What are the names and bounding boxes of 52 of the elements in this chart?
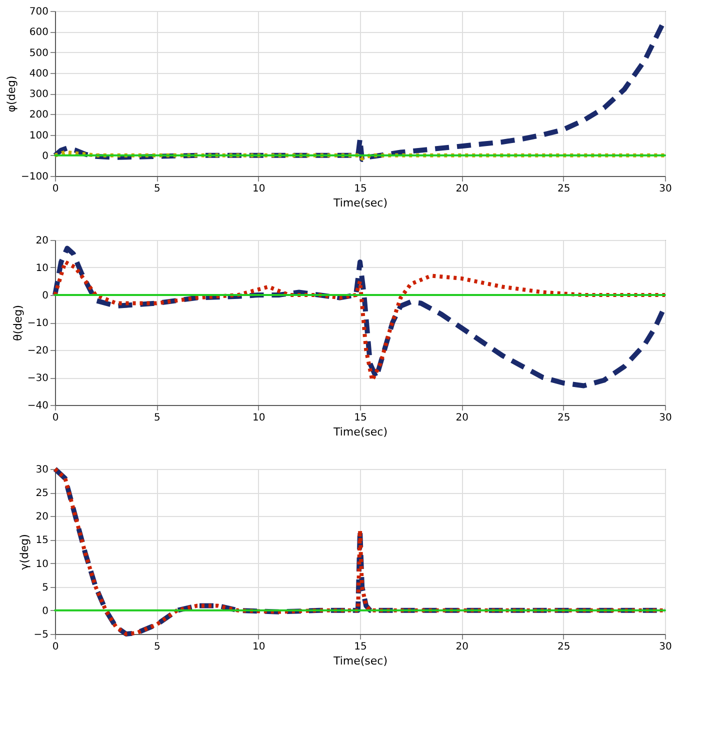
x-axis-title: Time(sec)	[332, 654, 388, 668]
line-series	[53, 150, 667, 160]
y-tick-label: 25	[36, 488, 48, 500]
x-tick-label: 5	[154, 642, 160, 652]
y-tick-label: −30	[27, 373, 48, 384]
x-tick-label: 15	[354, 184, 367, 194]
y-tick-label: −5	[34, 630, 48, 640]
y-tick-label: −100	[21, 172, 48, 182]
x-tick-label: 20	[456, 412, 469, 424]
x-tick-label: 15	[354, 642, 367, 652]
y-tick-label: 500	[29, 48, 48, 59]
y-tick-label: 10	[36, 263, 48, 274]
x-axis-title: Time(sec)	[332, 196, 388, 210]
y-tick-label: 20	[36, 236, 48, 246]
y-tick-label: 600	[29, 27, 48, 38]
x-tick-label: 5	[154, 184, 160, 194]
x-tick-label: 25	[557, 642, 570, 652]
y-tick-label: 15	[36, 535, 48, 546]
x-axis-title: Time(sec)	[332, 426, 388, 438]
x-tick-label: 5	[154, 412, 160, 424]
x-tick-label: 0	[52, 642, 59, 652]
y-axis-title: γ(deg)	[18, 534, 31, 570]
y-tick-label: 300	[29, 89, 48, 100]
x-tick-label: 30	[659, 184, 672, 194]
x-tick-label: 10	[252, 184, 266, 194]
x-tick-label: 0	[52, 412, 59, 424]
y-tick-label: −40	[27, 400, 48, 412]
y-tick-label: 400	[29, 68, 48, 80]
x-tick-label: 25	[557, 184, 570, 194]
y-axis-title: φ(deg)	[5, 76, 18, 112]
x-tick-label: 30	[659, 642, 672, 652]
y-tick-label: −20	[27, 346, 48, 356]
x-tick-label: 10	[252, 642, 266, 652]
y-tick-label: 5	[42, 582, 48, 594]
x-tick-label: 25	[557, 412, 570, 424]
x-tick-label: 15	[354, 412, 367, 424]
y-tick-label: 10	[36, 558, 48, 570]
x-tick-label: 10	[252, 412, 266, 424]
y-tick-label: 100	[29, 130, 48, 142]
y-tick-label: 20	[36, 512, 48, 523]
y-axis-title: θ(deg)	[11, 304, 24, 342]
y-tick-label: 700	[29, 6, 48, 18]
x-tick-label: 20	[456, 184, 469, 194]
y-tick-label: 30	[36, 464, 48, 476]
y-tick-label: 0	[42, 290, 48, 302]
y-tick-label: 0	[42, 150, 48, 162]
y-tick-label: −10	[27, 318, 48, 329]
x-tick-label: 0	[52, 184, 59, 194]
x-tick-label: 30	[659, 412, 672, 424]
y-tick-label: 0	[42, 606, 48, 617]
y-tick-label: 200	[29, 110, 48, 121]
x-tick-label: 20	[456, 642, 469, 652]
